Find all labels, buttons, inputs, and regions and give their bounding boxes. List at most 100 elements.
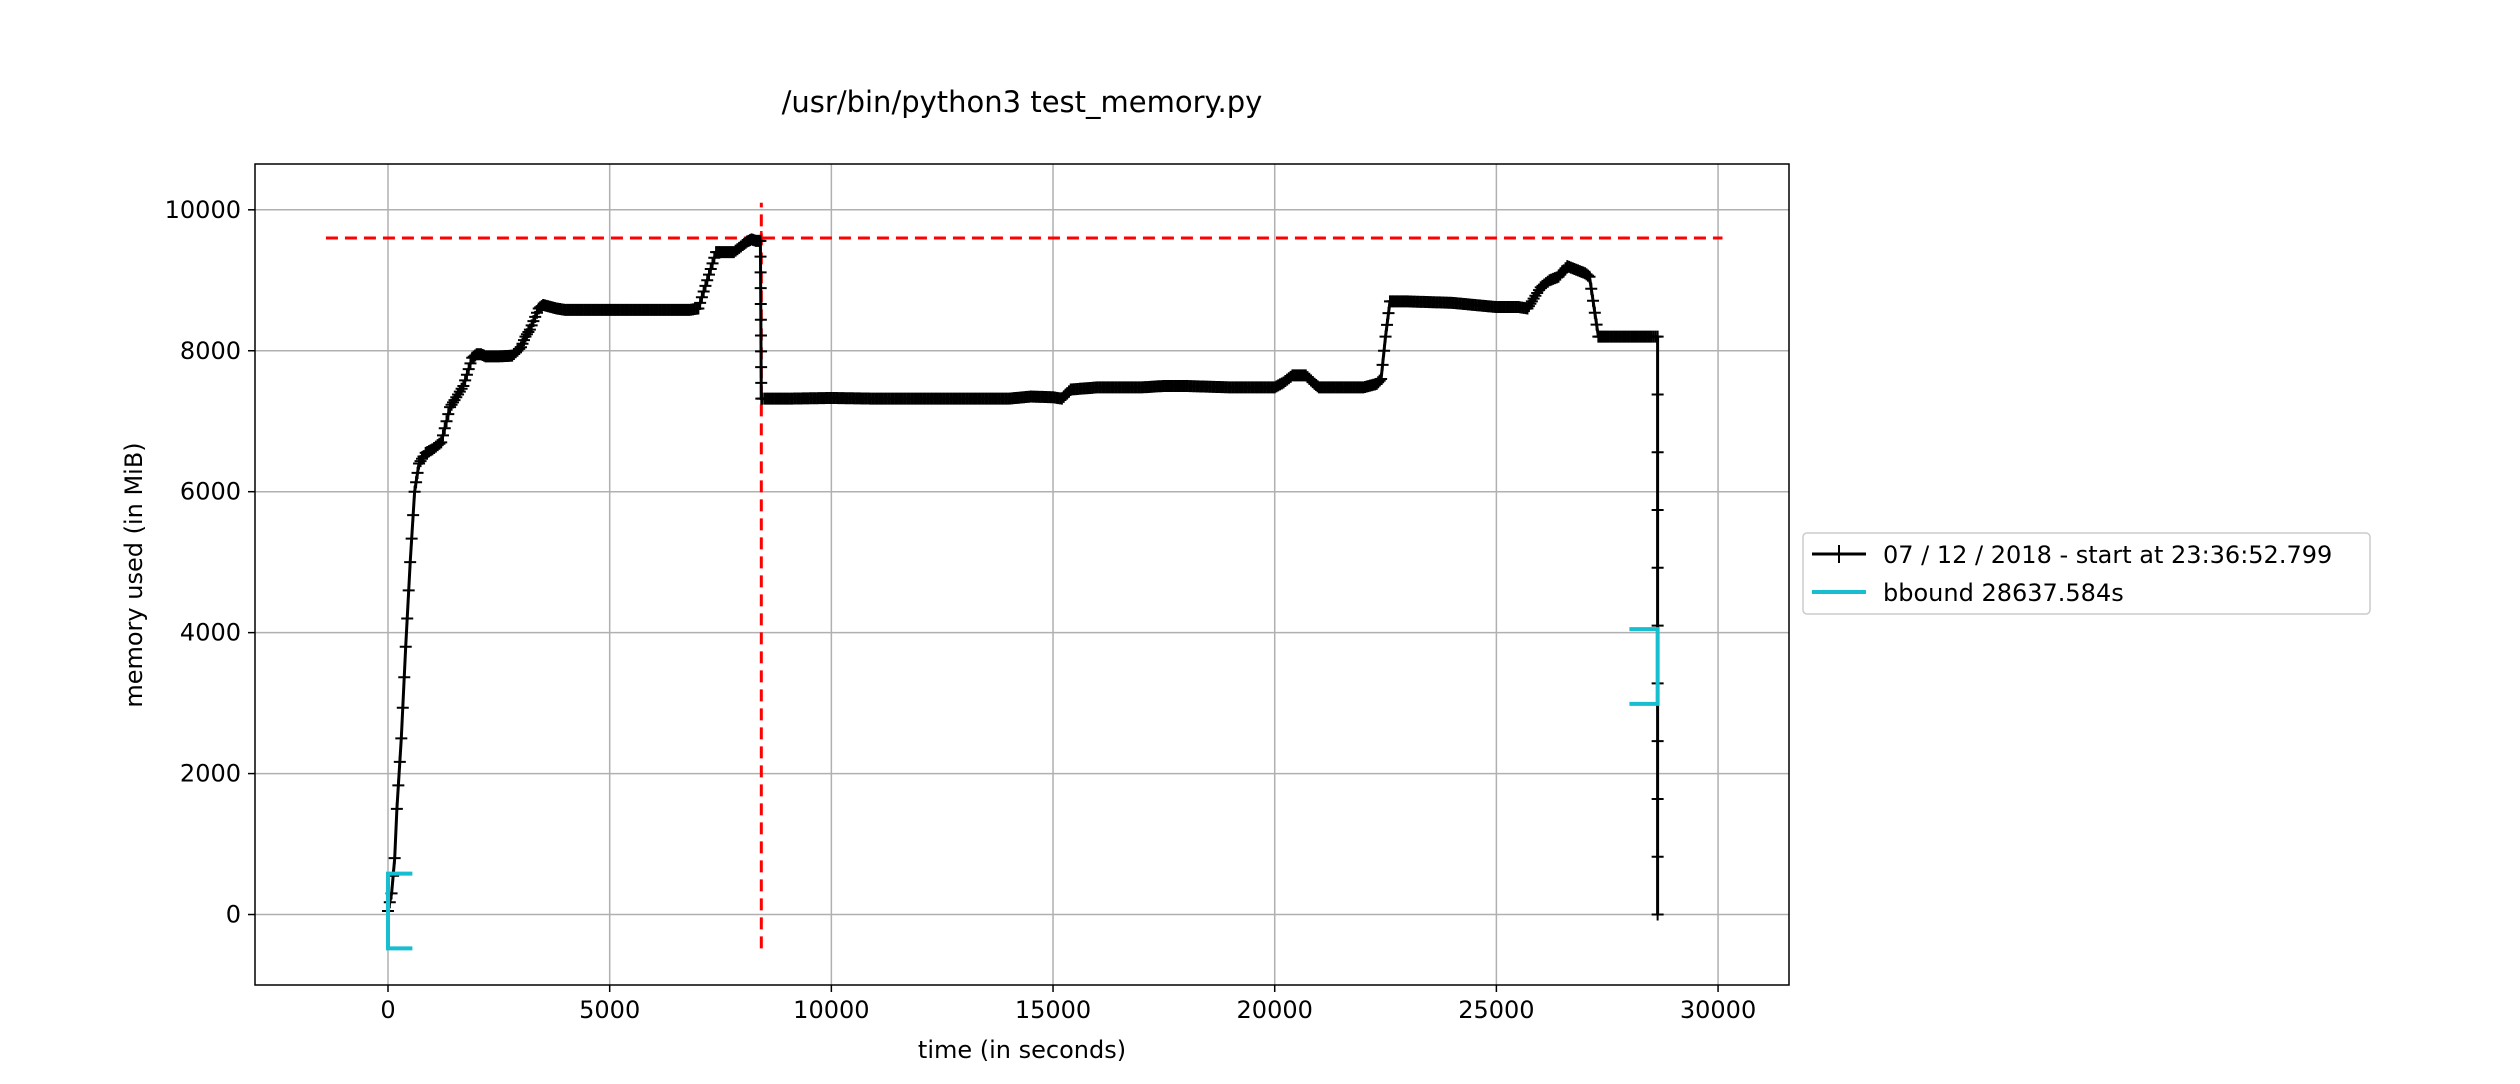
memory-data-point (464, 357, 477, 370)
memory-data-point (438, 422, 451, 435)
x-tick-label: 0 (380, 996, 395, 1024)
memory-data-point (697, 285, 710, 298)
memory-data-point (754, 266, 767, 279)
legend-label-bbound: bbound 28637.584s (1883, 579, 2124, 607)
memory-data-point (701, 274, 714, 287)
memory-data-point (407, 509, 420, 522)
memory-data-point (395, 732, 408, 745)
memory-data-point (702, 268, 715, 281)
memory-data-point (410, 476, 423, 489)
memory-data-point (1651, 792, 1664, 805)
memory-data-point (754, 282, 767, 295)
legend: 07 / 12 / 2018 - start at 23:36:52.799 b… (1802, 532, 2371, 615)
memory-data-point (405, 532, 418, 545)
memory-data-point (396, 701, 409, 714)
plot-frame (254, 163, 1790, 986)
y-tick-label: 8000 (180, 337, 241, 365)
memory-data-point (1378, 344, 1391, 357)
y-axis-ticks: 0 2000 4000 6000 8000 10000 (165, 196, 255, 929)
memory-data-point (695, 291, 708, 304)
y-tick-label: 0 (226, 901, 241, 929)
memory-data-point (462, 363, 475, 376)
memory-data-point (433, 437, 446, 450)
y-tick-label: 10000 (165, 196, 241, 224)
memory-data-point (754, 297, 767, 310)
memory-data-point (1375, 372, 1388, 385)
series-layer (386, 237, 1660, 915)
memory-data-point (706, 257, 719, 270)
memory-data-point (754, 234, 767, 247)
memory-data-point (1580, 268, 1593, 281)
memory-data-point (398, 671, 411, 684)
memory-data-point (692, 302, 705, 315)
y-tick-label: 2000 (180, 760, 241, 788)
memory-data-point (457, 379, 470, 392)
memory-data-point (1585, 282, 1598, 295)
bbound-bracket-layer (386, 627, 1660, 951)
memory-data-point (522, 325, 535, 338)
x-tick-label: 30000 (1680, 996, 1756, 1024)
memory-data-point (1651, 908, 1664, 921)
memory-data-point (1381, 318, 1394, 331)
memory-data-point (1583, 270, 1596, 283)
memory-data-point (1373, 374, 1386, 387)
memory-data-point (460, 368, 473, 381)
memory-data-point (694, 296, 707, 309)
memory-data-point (440, 415, 453, 428)
memory-data-point (754, 313, 767, 326)
memory-data-point (1588, 306, 1601, 319)
memory-data-point (435, 436, 448, 449)
memory-data-point (704, 263, 717, 276)
memory-data-point (399, 640, 412, 653)
memory-data-point (455, 382, 468, 395)
legend-entry-bbound: bbound 28637.584s (1812, 579, 2124, 607)
x-tick-label: 15000 (1015, 996, 1091, 1024)
memory-data-point (755, 345, 768, 358)
memory-data-point (459, 374, 472, 387)
memory-data-point (1587, 294, 1600, 307)
legend-entry-memory: 07 / 12 / 2018 - start at 23:36:52.799 (1812, 541, 2332, 569)
memory-data-point (1651, 330, 1664, 343)
legend-label-memory: 07 / 12 / 2018 - start at 23:36:52.799 (1883, 541, 2332, 569)
memory-data-point (442, 408, 455, 421)
x-tick-label: 10000 (793, 996, 869, 1024)
memory-data-point (1651, 388, 1664, 401)
memory-data-point (754, 329, 767, 342)
x-tick-label: 5000 (579, 996, 640, 1024)
memory-data-point (1582, 269, 1595, 282)
memory-data-point (390, 802, 403, 815)
memory-data-point (1376, 358, 1389, 371)
memory-data-point (402, 584, 415, 597)
x-axis-label: time (in seconds) (918, 1036, 1126, 1064)
x-axis-ticks: 0 5000 10000 15000 20000 25000 30000 (380, 985, 1756, 1024)
memory-data-point (699, 279, 712, 292)
memory-data-point (401, 612, 414, 625)
y-axis-label: memory used (in MiB) (120, 442, 148, 707)
x-tick-label: 25000 (1458, 996, 1534, 1024)
memory-data-point (393, 755, 406, 768)
memory-data-point (436, 429, 449, 442)
memory-series-line (386, 237, 1660, 915)
memory-data-point (1651, 735, 1664, 748)
memory-data-point (392, 779, 405, 792)
x-tick-label: 20000 (1237, 996, 1313, 1024)
legend-frame (1802, 532, 2371, 615)
bbound-bracket (1629, 627, 1660, 706)
memory-data-point (755, 376, 768, 389)
memory-data-point (1651, 504, 1664, 517)
grid (255, 164, 1789, 985)
y-tick-label: 6000 (180, 478, 241, 506)
memory-data-point (754, 250, 767, 263)
memory-data-point (388, 852, 401, 865)
memory-data-point (1590, 318, 1603, 331)
memory-data-point (1382, 307, 1395, 320)
memory-data-point (411, 466, 424, 479)
memory-data-point (408, 485, 421, 498)
memory-data-point (404, 556, 417, 569)
memory-data-point (1651, 446, 1664, 459)
chart-title: /usr/bin/python3 test_memory.py (782, 85, 1263, 119)
bbound-bracket (386, 871, 413, 951)
memory-data-point (1379, 330, 1392, 343)
